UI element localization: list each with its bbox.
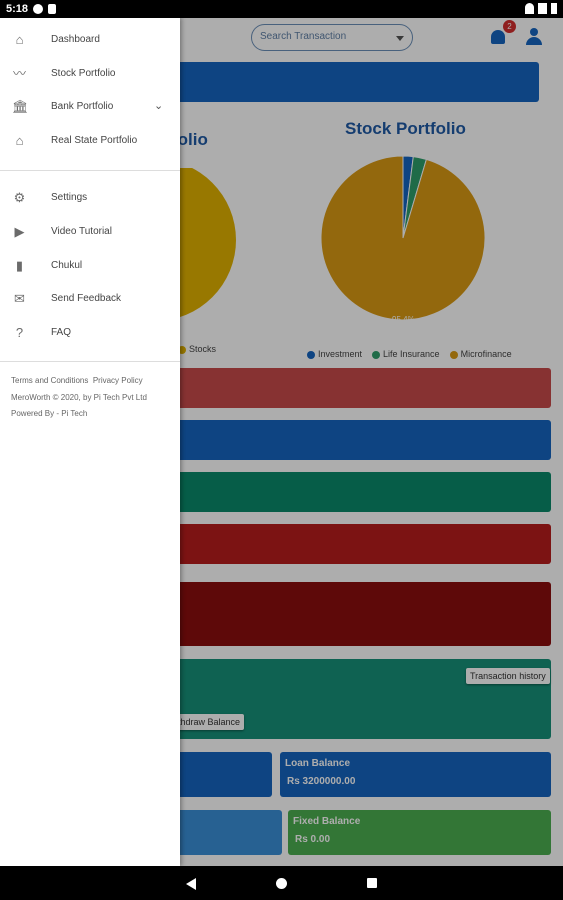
withdraw-balance-button[interactable]: ithdraw Balance [172,714,245,730]
legend-stocks: Stocks [178,344,216,354]
video-icon: ▶ [14,224,25,239]
status-time: 5:18 [6,3,29,15]
stock-trend-icon: 〰 [12,66,26,81]
building-icon: ▮ [15,258,24,273]
drawer-item-settings[interactable]: ⚙ Settings [0,183,180,213]
stock-portfolio-legend: Investment Life Insurance Microfinance [307,349,512,359]
notification-bell-icon[interactable] [491,30,505,44]
legend-label: Microfinance [460,349,512,359]
red-card-1[interactable] [170,368,551,408]
home-icon: ⌂ [15,32,24,47]
status-bar: 5:18 [0,0,563,18]
drawer-label: FAQ [51,327,72,338]
help-icon: ? [15,325,24,340]
loan-balance-card[interactable]: Loan Balance Rs 3200000.00 [280,752,551,797]
system-nav-bar [0,866,563,900]
light-blue-balance-card[interactable] [170,810,282,855]
back-icon[interactable] [186,878,196,890]
fixed-balance-label: Fixed Balance [293,816,361,827]
left-chart-legend: Stocks [178,344,216,354]
search-placeholder: Search Transaction [260,31,347,42]
left-chart-title: folio [172,130,208,149]
drawer-label: Video Tutorial [51,226,112,237]
home-button-icon[interactable] [276,878,287,889]
stock-portfolio-title: Stock Portfolio [345,119,466,138]
legend-item-life-insurance: Life Insurance [372,349,440,359]
legend-item-investment: Investment [307,349,362,359]
drawer-item-video-tutorial[interactable]: ▶ Video Tutorial [0,217,180,247]
terms-link[interactable]: Terms and Conditions [11,376,89,385]
notification-badge: 2 [503,20,516,33]
feedback-icon: ✉ [14,291,25,306]
copyright-text: MeroWorth © 2020, by Pi Tech Pvt Ltd [11,393,147,402]
drawer-item-send-feedback[interactable]: ✉ Send Feedback [0,284,180,314]
navigation-drawer: ⌂ Dashboard 〰 Stock Portfolio 🏛 Bank Por… [0,18,180,866]
chevron-down-icon [396,36,404,41]
battery-icon [551,3,557,14]
drawer-label: Dashboard [51,34,100,45]
loan-balance-label: Loan Balance [285,758,351,769]
loan-balance-value: Rs 3200000.00 [287,776,356,787]
drawer-label: Send Feedback [51,293,122,304]
privacy-link[interactable]: Privacy Policy [92,376,143,385]
recents-icon[interactable] [367,878,377,888]
blue-balance-card[interactable] [170,752,272,797]
pie-slice-microfinance [320,155,486,321]
drawer-label: Bank Portfolio [51,101,114,112]
legend-dot [307,350,315,359]
sim-icon [48,4,57,14]
gear-icon: ⚙ [13,190,26,205]
transaction-history-button[interactable]: Transaction history [466,668,550,684]
drawer-label: Real State Portfolio [51,135,138,146]
fixed-balance-card[interactable]: Fixed Balance Rs 0.00 [288,810,551,855]
top-blue-banner[interactable] [170,62,539,102]
red-card-2[interactable] [170,524,551,564]
fixed-balance-value: Rs 0.00 [295,834,331,845]
legend-label: Life Insurance [383,349,440,359]
drawer-label: Chukul [51,260,83,271]
legend-dot [372,350,381,359]
drawer-item-real-state-portfolio[interactable]: ⌂ Real State Portfolio [0,126,180,156]
wifi-icon [525,3,534,14]
drawer-label: Settings [51,192,88,203]
signal-icon [538,3,547,14]
dark-red-card[interactable] [170,582,551,646]
drawer-item-faq[interactable]: ? FAQ [0,318,180,348]
stock-portfolio-pie: 95.4% [320,155,486,323]
profile-icon[interactable] [526,28,542,46]
drawer-item-stock-portfolio[interactable]: 〰 Stock Portfolio [0,59,180,89]
legend-dot [178,345,186,354]
legend-item-microfinance: Microfinance [449,349,512,359]
bank-icon: 🏛 [12,99,29,114]
search-transaction-dropdown[interactable]: Search Transaction [251,24,413,51]
legend-dot [449,350,458,359]
footer-links: Terms and Conditions Privacy Policy [11,376,143,385]
drawer-item-dashboard[interactable]: ⌂ Dashboard [0,25,180,55]
drawer-item-chukul[interactable]: ▮ Chukul [0,251,180,281]
legend-label: Investment [318,349,363,359]
teal-card[interactable] [170,472,551,512]
powered-by-text: Powered By - Pi Tech [11,409,88,418]
drawer-divider [0,170,180,171]
pie-data-label: 95.4% [392,315,415,323]
blue-card[interactable] [170,420,551,460]
chevron-down-icon: ⌄ [154,100,164,112]
house-icon: ⌂ [15,133,24,148]
drawer-divider [0,361,180,362]
drawer-label: Stock Portfolio [51,68,116,79]
drawer-item-bank-portfolio[interactable]: 🏛 Bank Portfolio ⌄ [0,92,180,122]
app-notification-icon [33,4,44,14]
